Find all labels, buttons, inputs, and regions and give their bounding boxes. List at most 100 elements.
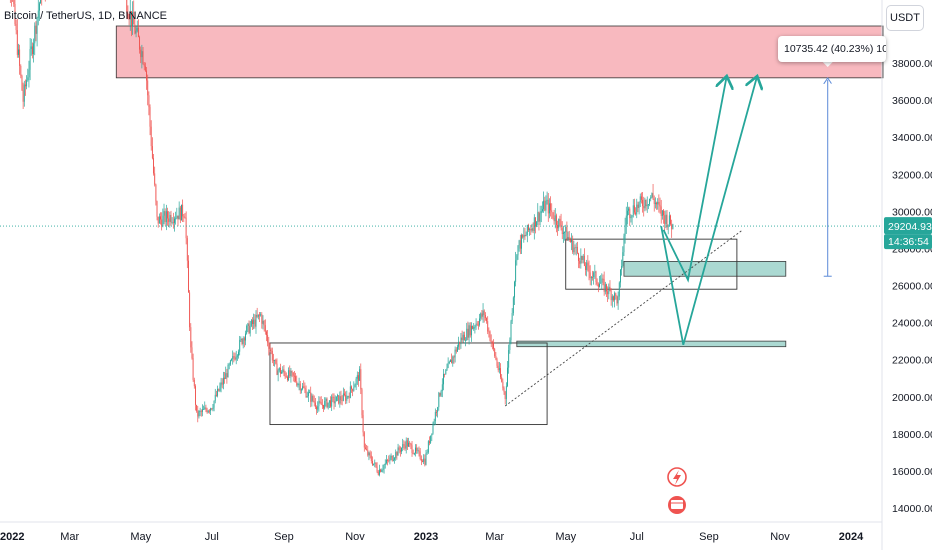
candle-body [525, 235, 526, 236]
candle-body [464, 335, 465, 341]
candle-body [637, 205, 638, 208]
candle-body [611, 291, 612, 300]
candle-body [388, 460, 389, 461]
candle-body [18, 50, 19, 55]
candle-body [288, 370, 289, 380]
candle-body [474, 327, 475, 328]
candle-body [183, 216, 184, 217]
candle-body [511, 321, 512, 340]
candle-body [365, 448, 366, 450]
candle-body [289, 370, 290, 376]
candle-body [155, 185, 156, 202]
candle-body [309, 392, 310, 393]
candle-body [620, 270, 621, 283]
candle-body [554, 218, 555, 221]
candle-body [542, 209, 543, 211]
candle-body [144, 64, 145, 67]
candle-body [603, 279, 604, 280]
candle-body [635, 212, 636, 214]
candle-body [571, 239, 572, 243]
candle-body [551, 210, 552, 212]
candle-body [182, 205, 183, 217]
candle-body [148, 95, 149, 107]
candle-body [420, 451, 421, 459]
x-tick-label: Jul [205, 531, 219, 543]
current-price-label: 29204.93 [888, 221, 932, 233]
candle-body [409, 443, 410, 444]
candle-body [26, 80, 27, 86]
candle-body [318, 401, 319, 406]
candle-body [236, 357, 237, 360]
projection-path[interactable] [664, 78, 727, 280]
candle-body [586, 262, 587, 269]
candle-body [433, 424, 434, 434]
candle-body [34, 26, 35, 44]
candle-body [519, 240, 520, 245]
x-tick-label: Mar [60, 531, 79, 543]
y-tick-label: 36000.00 [892, 95, 932, 107]
currency-button[interactable]: USDT [886, 5, 924, 31]
candle-body [435, 412, 436, 421]
candle-body [138, 28, 139, 37]
candle-body [486, 318, 487, 321]
candle-body [610, 287, 611, 291]
candle-body [281, 372, 282, 374]
candle-body [440, 393, 441, 396]
projection-path[interactable] [661, 78, 757, 345]
candle-body [484, 311, 485, 315]
candle-body [373, 464, 374, 465]
zone-support-lower[interactable] [517, 341, 786, 347]
candle-body [207, 410, 208, 413]
candle-body [613, 296, 614, 300]
x-tick-label: May [130, 531, 151, 543]
candle-body [504, 388, 505, 392]
candle-body [534, 217, 535, 231]
candle-body [322, 405, 323, 406]
x-tick-label: 2022 [0, 531, 24, 543]
candle-body [264, 321, 265, 325]
candle-body [410, 444, 411, 446]
candle-body [352, 389, 353, 391]
candle-body [506, 386, 507, 399]
candle-body [329, 400, 330, 402]
candle-body [502, 382, 503, 388]
candle-body [258, 315, 259, 317]
candle-body [253, 320, 254, 324]
candle-body [591, 277, 592, 278]
candle-body [555, 215, 556, 221]
zone-resistance[interactable] [116, 26, 883, 78]
candle-body [233, 356, 234, 358]
candle-body [656, 203, 657, 205]
candle-body [412, 445, 413, 453]
candle-body [664, 215, 665, 224]
candle-body [516, 255, 517, 260]
candle-body [341, 396, 342, 400]
candle-body [200, 411, 201, 412]
candle-body [459, 342, 460, 344]
candle-body [265, 325, 266, 331]
candle-body [351, 386, 352, 389]
calendar-event-icon[interactable] [668, 496, 686, 514]
candle-body [668, 225, 669, 228]
candle-body [492, 342, 493, 343]
range-box[interactable] [270, 343, 547, 425]
x-tick-label: 2024 [839, 531, 864, 543]
candle-body [349, 396, 350, 398]
candle-body [260, 314, 261, 315]
candle-body [657, 202, 658, 204]
y-tick-label: 34000.00 [892, 132, 932, 144]
candle-body [473, 327, 474, 329]
candle-body [569, 237, 570, 240]
candle-body [205, 407, 206, 409]
candle-body [278, 370, 279, 374]
candle-body [438, 393, 439, 407]
candle-body [561, 221, 562, 228]
candle-body [285, 373, 286, 377]
candle-body [287, 377, 288, 380]
candle-body [605, 284, 606, 291]
lightning-icon[interactable] [668, 468, 686, 486]
candle-body [451, 360, 452, 364]
x-tick-label: Nov [345, 531, 365, 543]
